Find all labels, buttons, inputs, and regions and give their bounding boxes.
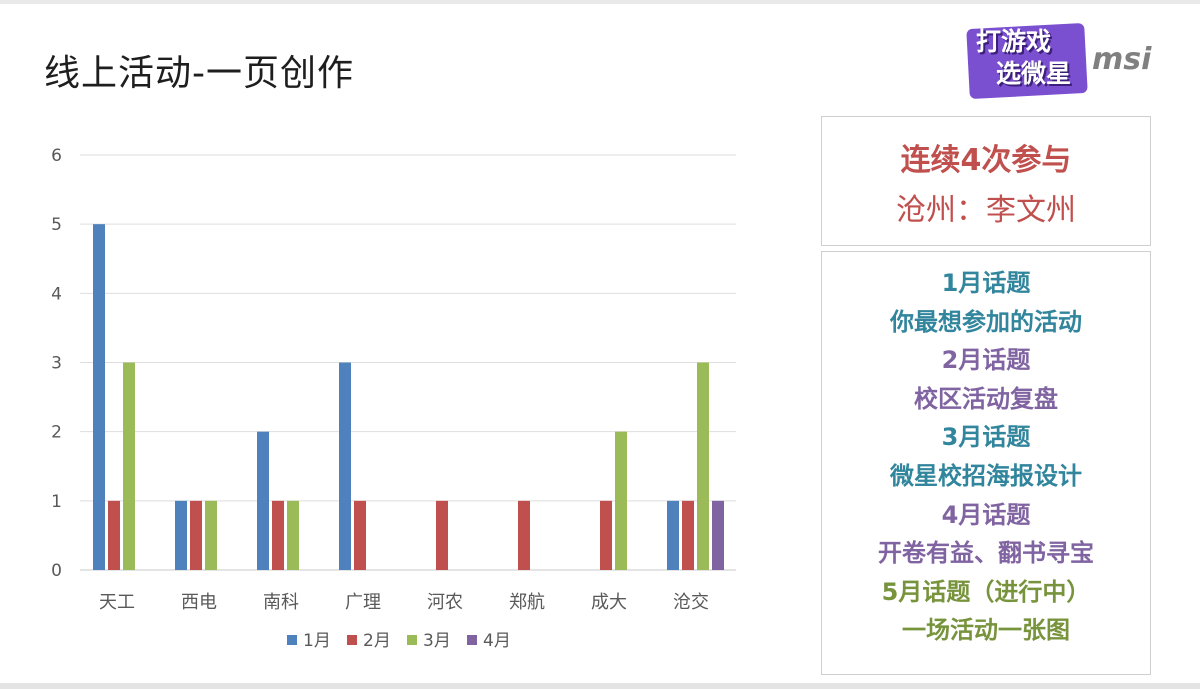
bar: [205, 500, 217, 570]
y-tick-label: 6: [51, 146, 62, 166]
topic-line: 1月话题: [941, 269, 1031, 297]
bar: [615, 431, 627, 570]
top-band: [0, 0, 1200, 4]
legend-label: 4月: [483, 631, 511, 651]
legend-label: 3月: [423, 631, 451, 651]
topic-line: 你最想参加的活动: [890, 307, 1082, 336]
bar: [123, 362, 135, 570]
bar: [600, 500, 612, 570]
bar-chart: 0 1 2 3 4 5 6 天工 西电 南科 广理 河农 郑航 成大 沧交 1月 2月 3月 4月: [51, 146, 736, 651]
logo-slogan-line1: 打游戏: [976, 27, 1052, 56]
topics-box: 1月话题你最想参加的活动 2月话题校区活动复盘 3月话题微星校招海报设计 4月话题开卷…: [821, 251, 1151, 675]
bar: [190, 500, 202, 570]
highlight-name: 沧州：李文州: [896, 193, 1076, 228]
y-tick-label: 5: [51, 215, 62, 235]
x-tick-label: 成大: [591, 592, 627, 613]
legend-swatch: [347, 635, 357, 645]
topic-line: 5月话题（进行中）: [881, 577, 1091, 606]
legend-swatch: [287, 635, 297, 645]
topic-line: 校区活动复盘: [914, 384, 1058, 413]
y-tick-label: 3: [51, 354, 62, 374]
legend-label: 1月: [303, 631, 331, 651]
bar: [518, 500, 530, 570]
x-tick-label: 沧交: [673, 592, 709, 613]
x-tick-label: 郑航: [509, 592, 545, 613]
bar: [712, 500, 724, 570]
bar: [272, 500, 284, 570]
bar: [287, 500, 299, 570]
topic-list: 1月话题你最想参加的活动 2月话题校区活动复盘 3月话题微星校招海报设计 4月话题开卷…: [822, 252, 1150, 650]
bar: [175, 500, 187, 570]
bar: [667, 500, 679, 570]
logo-slogan-line2: 选微星: [996, 59, 1072, 88]
y-tick-label: 2: [51, 423, 62, 443]
y-tick-label: 4: [51, 284, 62, 304]
x-tick-label: 南科: [263, 592, 299, 613]
y-tick-label: 1: [51, 492, 62, 512]
topic-line: 开卷有益、翻书寻宝: [878, 539, 1094, 568]
highlight-box: 连续4次参与 沧州：李文州: [821, 116, 1151, 246]
legend-label: 2月: [363, 631, 391, 651]
topic-line: 4月话题: [941, 500, 1031, 529]
slide-title: 线上活动-一页创作: [44, 53, 354, 94]
bar: [108, 500, 120, 570]
topic-line: 微星校招海报设计: [890, 461, 1082, 490]
bar: [339, 362, 351, 570]
topic-line: 2月话题: [941, 346, 1031, 375]
bar: [697, 362, 709, 570]
legend-swatch: [467, 635, 477, 645]
highlight-title: 连续4次参与: [900, 143, 1072, 178]
x-tick-label: 天工: [99, 592, 135, 613]
topic-line: 一场活动一张图: [902, 616, 1070, 645]
bar: [436, 500, 448, 570]
bar: [354, 500, 366, 570]
bar: [257, 431, 269, 570]
y-tick-label: 0: [51, 561, 62, 581]
x-tick-label: 广理: [345, 592, 381, 613]
bar: [682, 500, 694, 570]
bottom-band: [0, 683, 1200, 689]
bar: [93, 224, 105, 570]
x-tick-label: 西电: [181, 592, 217, 613]
msi-logo: 打游戏 选微星 msi: [966, 22, 1178, 100]
topic-line: 3月话题: [941, 423, 1031, 452]
legend-swatch: [407, 635, 417, 645]
logo-brand: msi: [1092, 42, 1152, 77]
x-tick-label: 河农: [427, 592, 463, 613]
